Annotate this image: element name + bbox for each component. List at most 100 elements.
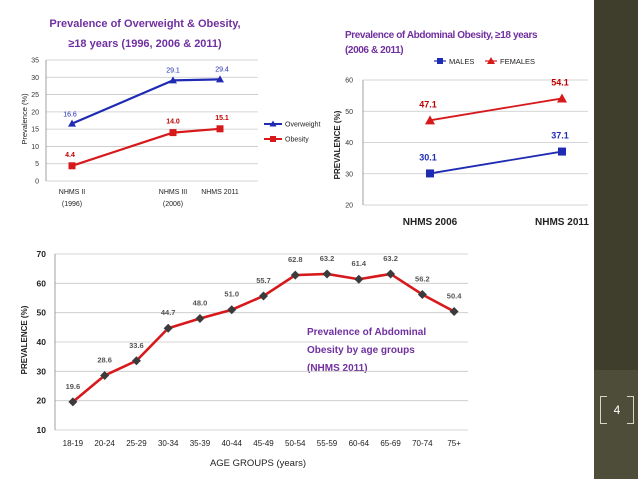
- chart3-xlabel: AGE GROUPS (years): [210, 458, 306, 469]
- chart1-ytick-label: 30: [31, 75, 39, 82]
- chart3-point: [100, 370, 110, 380]
- chart2-point-females: [425, 115, 435, 125]
- chart1-legend-label: Obesity: [285, 137, 309, 144]
- chart1-series-line-0: [71, 78, 221, 125]
- chart1-point-overweight: [68, 119, 76, 127]
- chart3-ytick-label: 60: [37, 278, 47, 288]
- chart3-data-label: 33.6: [129, 341, 144, 350]
- chart2-xtick-label: NHMS 2006: [403, 217, 458, 228]
- chart3-point: [417, 289, 427, 299]
- chart2-legend-label: MALES: [449, 57, 474, 66]
- chart3-data-label: 51.0: [224, 290, 239, 299]
- chart1-xtick-label-line2: (2006): [163, 201, 183, 208]
- chart3-annotation-line2: Obesity by age groups: [307, 345, 415, 356]
- chart3-ytick-label: 70: [37, 249, 47, 259]
- chart3-xtick-label: 50-54: [285, 439, 306, 448]
- chart2-series-line-0: [429, 150, 563, 175]
- chart1-legend-marker-obesity: [270, 136, 276, 142]
- chart3-point: [163, 323, 173, 333]
- slide-sidebar: [594, 0, 638, 479]
- chart2-subtitle: (2006 & 2011): [345, 45, 403, 56]
- chart2-point-males: [558, 147, 566, 156]
- chart1-ylabel: Prevalence (%): [20, 93, 29, 145]
- chart1-data-label: 29.1: [166, 67, 180, 74]
- chart-overweight-obesity: Prevalence of Overweight & Obesity, ≥18 …: [20, 18, 320, 208]
- chart2-point-females: [557, 93, 567, 103]
- chart1-data-label: 14.0: [166, 119, 180, 126]
- chart3-data-label: 48.0: [193, 299, 208, 308]
- chart1-ytick-label: 20: [31, 109, 39, 116]
- chart2-data-label: 54.1: [551, 77, 569, 87]
- chart3-xtick-label: 30-34: [158, 439, 179, 448]
- chart2-legend-label: FEMALES: [500, 57, 535, 66]
- chart3-data-label: 50.4: [447, 291, 462, 300]
- chart3-xtick-label: 45-49: [253, 439, 274, 448]
- chart2-series-line-1: [429, 97, 563, 122]
- chart3-data-label: 19.6: [66, 382, 81, 391]
- chart1-point-overweight: [169, 76, 177, 84]
- bracket-right: [627, 396, 634, 424]
- chart3-data-label: 56.2: [415, 274, 430, 283]
- chart1-ytick-label: 0: [35, 179, 39, 186]
- chart1-legend-label: Overweight: [285, 122, 320, 129]
- chart1-xtick-label-line2: (1996): [62, 201, 82, 208]
- chart3-xtick-label: 25-29: [126, 439, 147, 448]
- chart1-point-overweight: [216, 75, 224, 83]
- chart1-xtick-label: NHMS II: [59, 189, 86, 196]
- chart3-ytick-label: 20: [37, 396, 47, 406]
- chart3-ylabel: PREVALENCE (%): [20, 305, 29, 374]
- chart2-ylabel: PREVALENCE (%): [333, 110, 342, 179]
- chart3-ytick-label: 10: [37, 425, 47, 435]
- chart1-point-obesity: [169, 129, 177, 137]
- chart3-point: [259, 291, 268, 301]
- chart3-data-label: 61.4: [352, 259, 367, 268]
- chart1-data-label: 4.4: [65, 152, 75, 159]
- chart3-data-label: 63.2: [320, 254, 335, 263]
- chart1-series-line-1: [71, 127, 221, 167]
- page-number-box: 4: [600, 396, 634, 424]
- chart3-xtick-label: 70-74: [412, 439, 433, 448]
- bracket-left: [600, 396, 607, 424]
- chart2-title: Prevalence of Abdominal Obesity, ≥18 yea…: [345, 30, 538, 41]
- chart2-data-label: 47.1: [419, 99, 437, 109]
- chart-abdominal-obesity-sex: Prevalence of Abdominal Obesity, ≥18 yea…: [333, 30, 589, 228]
- page-number: 4: [613, 403, 621, 417]
- chart1-point-obesity: [68, 162, 76, 170]
- chart3-point: [227, 305, 237, 315]
- chart3-xtick-label: 55-59: [317, 439, 338, 448]
- chart3-ytick-label: 50: [37, 308, 47, 318]
- chart3-ytick-label: 40: [37, 337, 47, 347]
- chart1-data-label: 29.4: [215, 66, 229, 73]
- slide-sidebar-dark: [594, 0, 638, 370]
- chart2-data-label: 37.1: [551, 131, 569, 141]
- chart2-xtick-label: NHMS 2011: [535, 217, 589, 228]
- chart3-data-label: 62.8: [288, 255, 303, 264]
- chart2-data-label: 30.1: [419, 152, 437, 162]
- chart2-ytick-label: 40: [345, 140, 353, 147]
- chart3-xtick-label: 40-44: [221, 439, 242, 448]
- chart3-point: [322, 269, 332, 279]
- chart2-ytick-label: 60: [345, 78, 353, 85]
- chart3-xtick-label: 35-39: [190, 439, 211, 448]
- chart1-legend-marker-overweight: [269, 120, 277, 127]
- chart1-subtitle: ≥18 years (1996, 2006 & 2011): [68, 38, 222, 50]
- chart3-annotation-line1: Prevalence of Abdominal: [307, 327, 426, 338]
- chart3-point: [195, 314, 205, 324]
- chart1-title: Prevalence of Overweight & Obesity,: [49, 18, 240, 30]
- chart3-data-label: 28.6: [97, 355, 112, 364]
- chart1-ytick-label: 35: [31, 58, 39, 65]
- chart1-ytick-label: 5: [35, 161, 39, 168]
- chart3-annotation-line3: (NHMS 2011): [307, 363, 368, 374]
- chart3-ytick-label: 30: [37, 366, 47, 376]
- chart3-point: [354, 274, 364, 284]
- chart2-ytick-label: 20: [345, 203, 353, 210]
- chart2-ytick-label: 50: [345, 109, 353, 116]
- chart3-xtick-label: 60-64: [349, 439, 370, 448]
- chart3-point: [68, 397, 78, 407]
- chart1-xtick-label: NHMS 2011: [201, 189, 239, 196]
- chart3-data-label: 55.7: [256, 276, 271, 285]
- chart1-data-label: 15.1: [215, 115, 229, 122]
- chart1-point-obesity: [216, 125, 224, 133]
- chart3-data-label: 63.2: [383, 254, 398, 263]
- charts-canvas: Prevalence of Overweight & Obesity, ≥18 …: [20, 18, 589, 469]
